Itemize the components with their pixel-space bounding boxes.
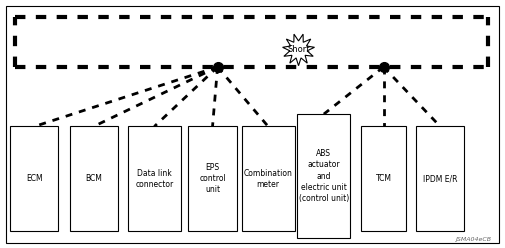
Bar (297, 114, 349, 238)
Bar (188, 126, 236, 231)
Bar (127, 126, 181, 231)
Text: TCM: TCM (375, 174, 391, 183)
Text: EPS
control
unit: EPS control unit (199, 163, 225, 194)
Text: JSMA04eCB: JSMA04eCB (454, 237, 490, 242)
Bar (415, 126, 464, 231)
Text: ECM: ECM (26, 174, 42, 183)
Text: BCM: BCM (85, 174, 102, 183)
Text: ABS
actuator
and
electric unit
(control unit): ABS actuator and electric unit (control … (298, 149, 348, 203)
Bar (11, 126, 59, 231)
Text: IPDM E/R: IPDM E/R (422, 174, 457, 183)
Bar (360, 126, 406, 231)
Text: Combination
meter: Combination meter (243, 168, 292, 189)
Polygon shape (282, 34, 314, 66)
Text: Short: Short (287, 45, 309, 54)
Bar (70, 126, 118, 231)
Text: Data link
connector: Data link connector (135, 168, 173, 189)
Bar (241, 126, 294, 231)
